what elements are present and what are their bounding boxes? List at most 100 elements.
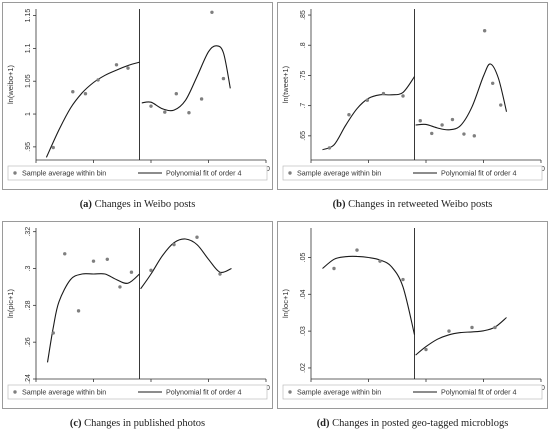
chart-panel-d: 05101520.02.03.04.05Weeksln(loc+1)Sample…	[277, 221, 548, 436]
data-point	[355, 248, 359, 252]
y-tick-label: .95	[25, 142, 32, 152]
fit-line-pre	[322, 76, 415, 151]
data-point	[440, 123, 444, 127]
y-tick-label: .24	[25, 374, 32, 384]
data-point	[418, 119, 422, 123]
caption-b-text: Changes in retweeted Weibo posts	[348, 199, 493, 210]
data-point	[462, 132, 466, 136]
data-point	[447, 329, 451, 333]
data-point	[221, 76, 226, 81]
data-point	[430, 131, 434, 136]
y-tick-label: .03	[300, 326, 307, 336]
legend-label-fit: Polynomial fit of order 4	[441, 388, 517, 397]
y-tick-label: .8	[300, 42, 307, 48]
y-tick-label: 1.05	[25, 74, 32, 88]
caption-a-letter: (a)	[79, 199, 92, 210]
data-point	[91, 259, 96, 263]
data-point	[401, 94, 405, 98]
y-tick-label: .7	[300, 103, 307, 109]
legend-box	[7, 384, 268, 400]
data-point	[210, 10, 214, 14]
plot-area	[36, 9, 266, 160]
caption-d-text: Changes in posted geo-tagged microblogs	[332, 418, 509, 429]
legend-label-points: Sample average within bin	[297, 169, 381, 178]
y-tick-label: .02	[300, 363, 307, 373]
y-tick-label: 1.1	[25, 43, 32, 53]
data-point	[149, 268, 153, 273]
data-point	[499, 103, 503, 107]
legend-label-points: Sample average within bin	[22, 169, 106, 178]
data-point	[199, 97, 204, 101]
data-point	[76, 309, 81, 313]
fit-line-post	[141, 45, 231, 112]
data-point	[332, 266, 336, 271]
y-tick-label: .85	[300, 10, 307, 20]
caption-c-letter: (c)	[69, 418, 82, 429]
chart-panel-c: 05101520.24.26.28.3.32Weeksln(pic+1)Samp…	[2, 221, 273, 436]
caption-c-text: Changes in published photos	[84, 418, 206, 429]
y-tick-label: .32	[25, 227, 32, 237]
data-point	[472, 134, 476, 138]
legend-label-points: Sample average within bin	[297, 388, 381, 397]
y-tick-label: 1.15	[25, 9, 32, 23]
fit-line-pre	[322, 255, 416, 335]
plot-area	[36, 228, 266, 379]
data-point	[129, 270, 134, 274]
data-point	[327, 146, 332, 150]
plot-area	[311, 9, 541, 160]
fit-line-post	[415, 63, 508, 131]
caption-d: (d) Changes in posted geo-tagged microbl…	[277, 418, 548, 429]
plot-area	[311, 228, 541, 379]
caption-a-text: Changes in Weibo posts	[94, 199, 196, 210]
data-point	[71, 90, 75, 94]
legend-marker-points	[13, 390, 17, 394]
data-point	[114, 63, 119, 67]
chart-panel-a: 05101520.9511.051.11.15Weeksln(weibo+1)S…	[2, 2, 273, 217]
chart-c-svg: 05101520.24.26.28.3.32Weeksln(pic+1)Samp…	[2, 221, 273, 409]
data-point	[83, 91, 88, 96]
fit-line-post	[140, 238, 232, 290]
y-tick-label: 1	[25, 112, 32, 116]
data-point	[187, 111, 191, 115]
data-point	[450, 117, 455, 122]
caption-d-letter: (d)	[316, 418, 330, 429]
legend-marker-points	[13, 171, 17, 175]
data-point	[118, 285, 122, 289]
data-point	[365, 98, 370, 102]
data-point	[126, 66, 130, 70]
legend-marker-points	[288, 390, 292, 394]
legend-box	[7, 165, 268, 181]
fit-line-pre	[46, 273, 140, 363]
caption-a: (a) Changes in Weibo posts	[2, 199, 273, 210]
data-point	[149, 104, 153, 108]
caption-b: (b) Changes in retweeted Weibo posts	[277, 199, 548, 210]
legend-label-points: Sample average within bin	[22, 388, 106, 397]
data-point	[381, 91, 386, 96]
y-tick-label: .65	[300, 131, 307, 141]
data-point	[347, 113, 351, 117]
y-axis-label: ln(tweet+1)	[281, 65, 290, 103]
data-point	[218, 272, 222, 276]
data-point	[174, 91, 178, 96]
data-point	[378, 259, 382, 263]
caption-b-letter: (b)	[332, 199, 346, 210]
chart-a-svg: 05101520.9511.051.11.15Weeksln(weibo+1)S…	[2, 2, 273, 190]
caption-c: (c) Changes in published photos	[2, 418, 273, 429]
data-point	[493, 325, 497, 330]
data-point	[491, 81, 495, 85]
y-tick-label: .26	[25, 337, 32, 347]
data-point	[51, 145, 55, 150]
y-axis-label: ln(weibo+1)	[6, 65, 15, 104]
y-axis-label: ln(pic+1)	[6, 289, 15, 318]
chart-b-svg: 05101520.65.7.75.8.85Weeksln(tweet+1)Sam…	[277, 2, 548, 190]
legend-box	[282, 384, 543, 400]
legend-label-fit: Polynomial fit of order 4	[166, 169, 242, 178]
y-tick-label: .3	[25, 265, 32, 271]
fit-line-pre	[45, 61, 140, 158]
data-point	[470, 325, 474, 330]
data-point	[401, 277, 405, 282]
legend-label-fit: Polynomial fit of order 4	[166, 388, 242, 397]
y-axis-label: ln(loc+1)	[281, 289, 290, 318]
y-tick-label: .05	[300, 252, 307, 262]
data-point	[105, 257, 110, 262]
